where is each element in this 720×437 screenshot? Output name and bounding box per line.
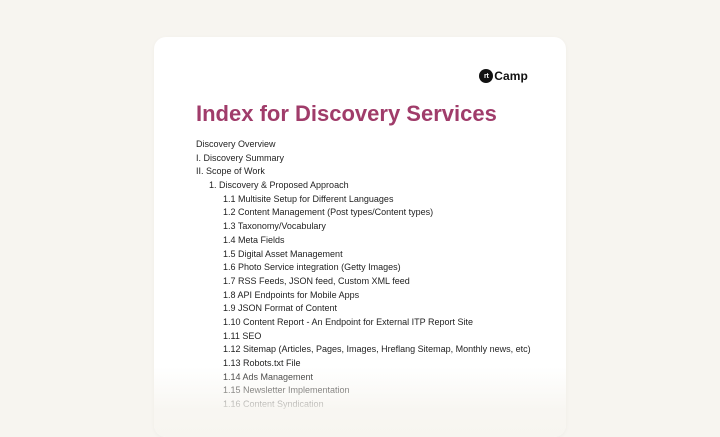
toc-item[interactable]: 1.13 Robots.txt File bbox=[223, 358, 301, 368]
toc-item[interactable]: Discovery Overview bbox=[196, 139, 276, 149]
toc-item[interactable]: 1.6 Photo Service integration (Getty Ima… bbox=[223, 262, 401, 273]
toc-item[interactable]: 1. Discovery & Proposed Approach bbox=[209, 180, 349, 191]
toc-item[interactable]: 1.1 Multisite Setup for Different Langua… bbox=[223, 193, 394, 204]
table-of-contents: Discovery Overview I. Discovery Summary II… bbox=[196, 138, 531, 412]
toc-item[interactable]: 1.12 Sitemap (Articles, Pages, Images, H… bbox=[223, 344, 531, 355]
toc-item[interactable]: 1.15 Newsletter Implementation bbox=[223, 385, 350, 396]
toc-item[interactable]: 1.10 Content Report - An Endpoint for Ex… bbox=[223, 316, 473, 327]
toc-item[interactable]: 1.4 Meta Fields bbox=[223, 234, 285, 245]
document-title: Index for Discovery Services bbox=[196, 101, 497, 126]
toc-item[interactable]: 1.2 Content Management (Post types/Conte… bbox=[223, 207, 434, 218]
toc-item[interactable]: 1.11 SEO bbox=[223, 330, 262, 341]
toc-item[interactable]: 1.8 API Endpoints for Mobile Apps bbox=[223, 289, 360, 300]
rtcamp-logo: rt Camp bbox=[479, 69, 528, 83]
document-page: rt Camp Index for Discovery Services Dis… bbox=[154, 37, 566, 437]
toc-item[interactable]: I. Discovery Summary bbox=[196, 152, 285, 163]
toc-item[interactable]: 1.9 JSON Format of Content bbox=[223, 303, 338, 314]
toc-item[interactable]: 1.14 Ads Management bbox=[223, 371, 314, 382]
toc-item[interactable]: 1.5 Digital Asset Management bbox=[223, 248, 343, 259]
toc-item[interactable]: II. Scope of Work bbox=[196, 166, 265, 177]
toc-item[interactable]: 1.3 Taxonomy/Vocabulary bbox=[223, 221, 326, 232]
logo-wordmark: Camp bbox=[494, 69, 528, 83]
toc-item[interactable]: 1.7 RSS Feeds, JSON feed, Custom XML fee… bbox=[223, 275, 410, 286]
logo-mark: rt bbox=[479, 69, 494, 83]
